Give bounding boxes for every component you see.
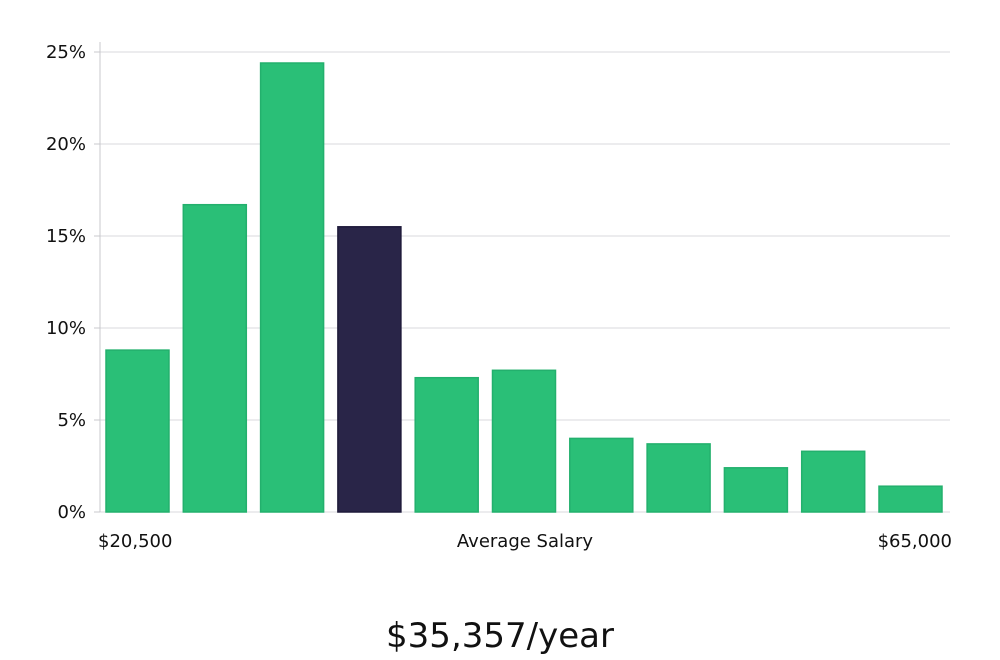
y-tick-label: 20%: [46, 134, 86, 155]
bar: [259, 62, 325, 513]
bar: [414, 376, 479, 513]
bar: [800, 450, 866, 513]
y-tick-label: 5%: [57, 410, 86, 431]
average-salary-value: $35,357/year: [386, 616, 614, 656]
bar: [646, 443, 711, 513]
bar-highlighted-average: [337, 226, 402, 513]
y-tick-label: 25%: [46, 42, 86, 63]
y-axis-ticks: 0% 5% 10% 15% 20% 25%: [46, 42, 100, 523]
y-tick-label: 0%: [57, 502, 86, 523]
bar-series: [105, 62, 943, 513]
bar: [878, 485, 943, 513]
x-axis-title: Average Salary: [457, 531, 594, 552]
bar: [723, 467, 789, 513]
bar: [182, 203, 248, 513]
y-tick-label: 10%: [46, 318, 86, 339]
y-tick-label: 15%: [46, 226, 86, 247]
bar: [105, 349, 170, 513]
bar: [491, 369, 557, 513]
bar: [569, 437, 634, 513]
x-axis-end-label: $65,000: [878, 531, 952, 552]
x-axis-start-label: $20,500: [98, 531, 172, 552]
